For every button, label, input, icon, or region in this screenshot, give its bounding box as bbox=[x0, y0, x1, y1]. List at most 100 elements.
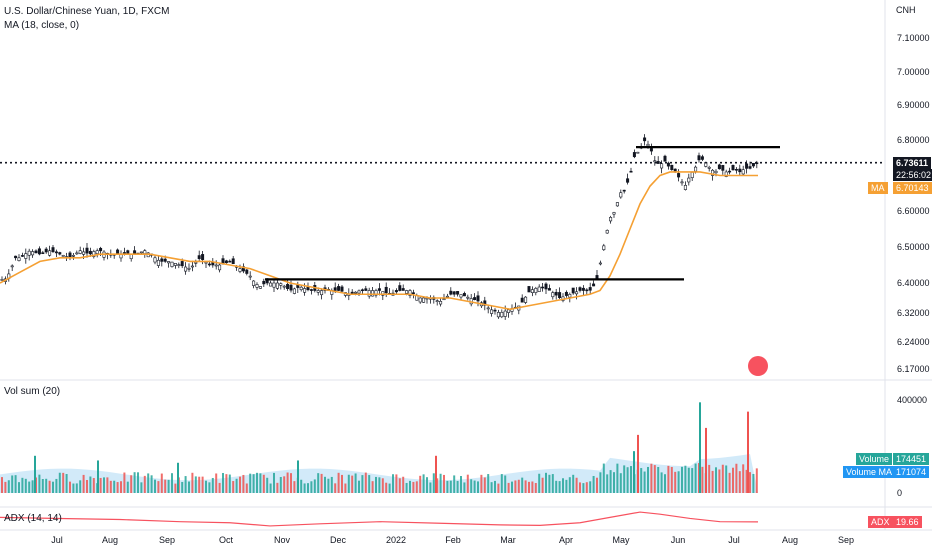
volume-bar bbox=[191, 472, 194, 493]
volume-bar bbox=[630, 466, 632, 493]
candle bbox=[483, 296, 487, 311]
candle-body bbox=[694, 166, 698, 172]
candle-body bbox=[41, 252, 45, 254]
volume-bar bbox=[521, 477, 524, 493]
volume-bar bbox=[534, 482, 537, 493]
volume-bar bbox=[466, 474, 469, 493]
volume-bar bbox=[228, 474, 231, 493]
candle-body bbox=[636, 151, 640, 154]
candle-body bbox=[275, 282, 279, 289]
volume-bar bbox=[215, 473, 218, 493]
volume-bar bbox=[1, 477, 3, 493]
volume-bar bbox=[528, 481, 530, 493]
volume-bar bbox=[415, 481, 418, 493]
volume-bar bbox=[439, 473, 442, 493]
price-tick-label: 6.17000 bbox=[897, 364, 930, 374]
volume-bar bbox=[500, 474, 503, 493]
candle-body bbox=[224, 260, 228, 263]
candle bbox=[58, 251, 62, 256]
candle bbox=[683, 181, 687, 191]
candle bbox=[374, 288, 378, 298]
candle-body bbox=[602, 245, 606, 250]
candle-body bbox=[20, 255, 24, 257]
us-flag-icon[interactable] bbox=[748, 356, 768, 376]
volume-bar bbox=[449, 480, 452, 493]
volume-bar bbox=[201, 476, 204, 493]
adx-pane-title: ADX (14, 14) bbox=[4, 513, 62, 524]
volume-ma-label-tag: Volume MA bbox=[843, 466, 896, 478]
candle-body bbox=[17, 257, 21, 261]
volume-bar bbox=[239, 476, 241, 493]
candle-body bbox=[476, 295, 480, 302]
volume-bar bbox=[565, 479, 568, 493]
candle-body bbox=[622, 189, 626, 192]
volume-bar bbox=[123, 472, 126, 493]
volume-bar bbox=[181, 481, 184, 493]
candle-body bbox=[245, 269, 249, 274]
candle bbox=[37, 246, 41, 256]
candle-body bbox=[524, 296, 528, 303]
candle bbox=[418, 297, 422, 304]
candle-body bbox=[435, 300, 439, 303]
volume-bar bbox=[143, 475, 146, 493]
volume-bar bbox=[429, 482, 432, 493]
candle-body bbox=[299, 286, 303, 291]
volume-bar bbox=[674, 471, 677, 493]
volume-bar bbox=[514, 480, 517, 493]
candle-body bbox=[456, 291, 460, 295]
volume-bar bbox=[262, 474, 265, 493]
candle-body bbox=[289, 284, 293, 291]
candle bbox=[585, 288, 589, 296]
volume-bar bbox=[184, 476, 187, 493]
volume-bar bbox=[691, 468, 694, 493]
candle-body bbox=[51, 247, 55, 252]
candle-body bbox=[520, 297, 524, 303]
volume-bar bbox=[711, 470, 714, 493]
candle-body bbox=[82, 251, 86, 255]
candle-body bbox=[697, 155, 701, 161]
time-tick-label: Jun bbox=[671, 535, 686, 545]
candle-body bbox=[680, 181, 684, 184]
candle bbox=[177, 262, 181, 269]
candle-body bbox=[411, 292, 415, 294]
candle-body bbox=[201, 254, 205, 260]
candle bbox=[663, 154, 667, 162]
candle bbox=[364, 285, 368, 292]
volume-bar bbox=[157, 481, 160, 493]
candle-body bbox=[530, 289, 534, 293]
candle bbox=[292, 287, 296, 295]
candle-body bbox=[605, 229, 609, 234]
volume-bar bbox=[579, 482, 581, 493]
volume-pane-title: Vol sum (20) bbox=[4, 386, 61, 397]
candle bbox=[547, 284, 551, 291]
volume-bar bbox=[106, 477, 109, 493]
candle-body bbox=[683, 184, 687, 190]
candle-body bbox=[31, 251, 35, 256]
candle bbox=[632, 149, 636, 159]
volume-bar bbox=[572, 474, 575, 493]
volume-bar bbox=[358, 480, 360, 493]
volume-bar bbox=[300, 479, 303, 493]
candle bbox=[231, 255, 235, 265]
candle-body bbox=[711, 169, 715, 176]
candle-body bbox=[54, 251, 58, 254]
candle bbox=[173, 263, 177, 269]
price-tick-label: 6.24000 bbox=[897, 337, 930, 347]
candle bbox=[197, 250, 201, 262]
volume-bar bbox=[701, 466, 704, 493]
candle bbox=[490, 305, 494, 317]
candle-body bbox=[153, 257, 157, 263]
price-tick-label: 6.32000 bbox=[897, 308, 930, 318]
candle-body bbox=[309, 289, 313, 291]
candle-body bbox=[228, 260, 232, 263]
volume-bar bbox=[89, 476, 92, 493]
candle-body bbox=[724, 171, 728, 177]
volume-bar bbox=[392, 474, 394, 493]
candle-body bbox=[466, 296, 470, 299]
candle-body bbox=[0, 279, 4, 281]
volume-bar bbox=[334, 483, 337, 493]
volume-bar bbox=[490, 482, 493, 493]
volume-bar bbox=[409, 480, 411, 493]
candle-body bbox=[585, 289, 589, 292]
